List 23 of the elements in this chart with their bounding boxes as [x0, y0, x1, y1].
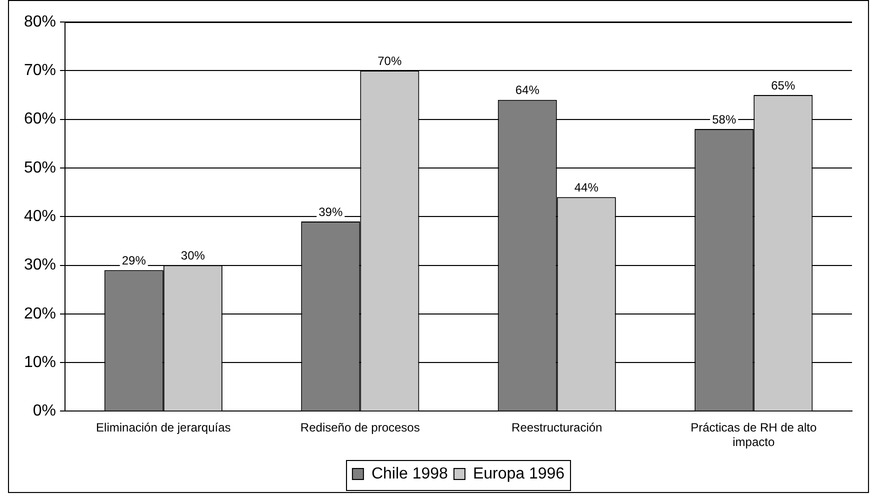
x-tick-label: Reestructuración	[512, 420, 602, 435]
data-label: 58%	[712, 112, 736, 126]
data-label: 30%	[180, 248, 206, 263]
data-label: 70%	[378, 54, 402, 68]
data-label: 29%	[122, 253, 146, 268]
y-tick-label: 50%	[24, 159, 56, 176]
x-tick-label: Prácticas de RH de alto impacto	[690, 420, 817, 450]
y-tick-label: 60%	[24, 110, 56, 128]
x-tick-label: Eliminación de jerarquías	[96, 420, 231, 435]
y-tick-label: 80%	[24, 13, 56, 30]
data-label: 65%	[771, 78, 796, 92]
y-tick-label: 70%	[24, 62, 56, 80]
y-tick-label: 20%	[24, 305, 56, 322]
y-tick-label: 30%	[24, 256, 56, 274]
legend-label: Europa 1996	[472, 465, 565, 482]
y-tick-label: 40%	[24, 208, 56, 226]
data-label: 64%	[515, 83, 540, 98]
y-tick-label: 0%	[32, 402, 56, 420]
legend-label: Chile 1998	[371, 465, 448, 482]
y-tick-label: 10%	[24, 354, 56, 371]
data-label: 44%	[574, 180, 599, 194]
x-tick-label: Rediseño de procesos	[300, 420, 420, 435]
data-label: 39%	[318, 204, 343, 219]
